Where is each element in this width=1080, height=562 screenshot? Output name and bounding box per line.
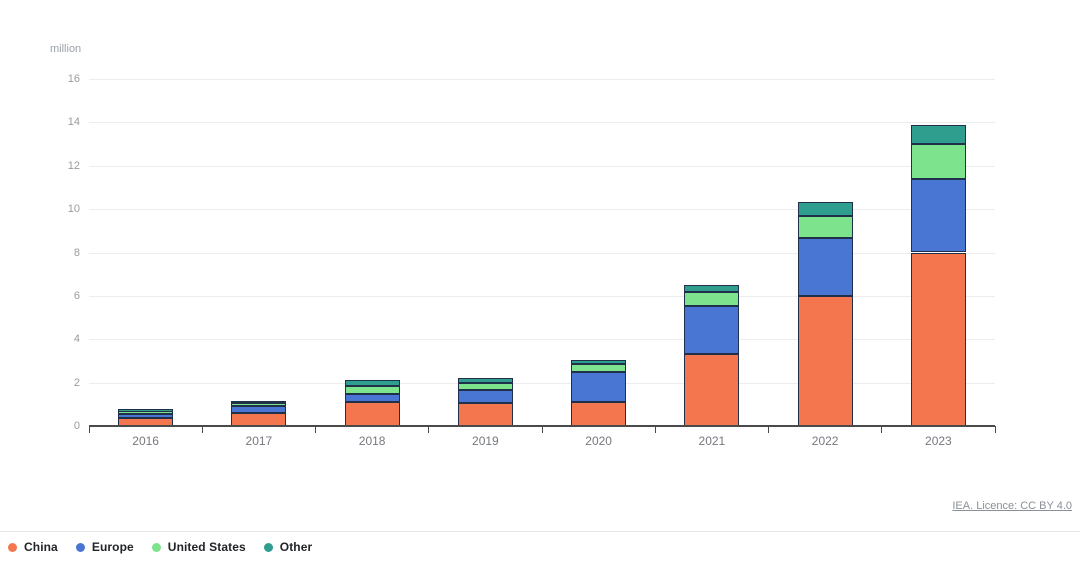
bar-segment-other-2022[interactable] xyxy=(797,201,853,217)
bar-segment-united-states-2016[interactable] xyxy=(118,410,174,415)
legend-dot-other xyxy=(263,542,273,552)
bar-segment-united-states-2019[interactable] xyxy=(457,383,513,390)
x-tick-label-2017: 2017 xyxy=(245,434,273,448)
x-tick-label-2022: 2022 xyxy=(811,434,839,448)
bar-segment-europe-2022[interactable] xyxy=(797,238,853,296)
bar-segment-europe-2017[interactable] xyxy=(231,406,287,413)
bar-segment-china-2017[interactable] xyxy=(231,412,287,426)
legend-item-china[interactable]: China xyxy=(8,540,58,554)
x-axis-tick xyxy=(768,426,769,433)
x-tick-label-2019: 2019 xyxy=(472,434,499,448)
bar-segment-europe-2016[interactable] xyxy=(118,414,174,419)
bar-segment-europe-2023[interactable] xyxy=(910,178,966,253)
x-tick-label-2016: 2016 xyxy=(132,434,159,448)
bar-segment-europe-2020[interactable] xyxy=(571,371,627,402)
bar-segment-europe-2019[interactable] xyxy=(457,389,513,404)
bar-segment-china-2022[interactable] xyxy=(797,295,853,426)
bar-segment-united-states-2020[interactable] xyxy=(571,364,627,372)
legend-item-europe[interactable]: Europe xyxy=(75,540,134,554)
legend-label-united-states: United States xyxy=(167,540,246,554)
x-axis-tick xyxy=(541,426,543,433)
gridline-12 xyxy=(89,165,995,167)
legend-label-other: Other xyxy=(279,540,313,554)
y-tick-label-8: 8 xyxy=(73,246,80,259)
y-tick-label-10: 10 xyxy=(67,203,80,216)
x-axis-tick xyxy=(201,426,203,433)
bar-segment-other-2021[interactable] xyxy=(684,285,740,292)
legend-dot-china xyxy=(8,542,17,552)
legend-item-united-states[interactable]: United States xyxy=(151,540,246,554)
bar-segment-europe-2021[interactable] xyxy=(684,305,740,355)
x-axis-tick xyxy=(88,426,90,433)
x-tick-label-2021: 2021 xyxy=(698,434,726,448)
bar-segment-europe-2018[interactable] xyxy=(344,393,400,403)
bar-segment-united-states-2017[interactable] xyxy=(231,402,287,407)
bar-segment-china-2023[interactable] xyxy=(910,252,966,426)
iea-licence-link[interactable]: IEA. Licence: CC BY 4.0 xyxy=(952,500,1072,512)
bar-segment-other-2016[interactable] xyxy=(118,409,174,411)
bar-segment-other-2018[interactable] xyxy=(344,380,400,386)
gridline-8 xyxy=(89,252,995,254)
bar-segment-other-2019[interactable] xyxy=(457,378,513,384)
y-tick-label-16: 16 xyxy=(67,73,80,85)
x-axis-tick xyxy=(315,426,316,433)
bar-segment-china-2018[interactable] xyxy=(344,402,400,426)
bar-segment-china-2016[interactable] xyxy=(118,418,174,426)
x-axis-line xyxy=(89,425,995,427)
y-tick-label-12: 12 xyxy=(67,159,80,172)
y-tick-label-2: 2 xyxy=(73,376,80,389)
gridline-10 xyxy=(89,209,995,211)
legend: China Europe United States Other xyxy=(8,540,312,554)
x-axis-tick xyxy=(428,426,430,433)
x-tick-label-2018: 2018 xyxy=(358,434,386,448)
gridline-16 xyxy=(89,79,995,80)
bar-segment-china-2020[interactable] xyxy=(571,401,627,426)
gridline-14 xyxy=(89,122,995,124)
bar-segment-china-2021[interactable] xyxy=(684,354,740,426)
bar-segment-other-2023[interactable] xyxy=(910,124,966,145)
x-axis-tick xyxy=(881,426,883,433)
bar-segment-united-states-2022[interactable] xyxy=(797,216,853,239)
legend-label-europe: Europe xyxy=(91,540,134,554)
gridline-6 xyxy=(89,295,995,297)
bar-segment-china-2019[interactable] xyxy=(457,403,513,426)
legend-dot-united-states xyxy=(151,542,161,552)
legend-dot-europe xyxy=(75,542,85,552)
plot-area: 0 2 4 6 8 10 12 14 16 2016 2017 2018 2019 2020 2021 202… xyxy=(68,73,996,448)
gridline-2 xyxy=(89,382,995,384)
x-axis-tick xyxy=(654,426,656,433)
x-tick-label-2020: 2020 xyxy=(585,434,612,448)
x-axis-tick xyxy=(994,426,996,433)
y-tick-label-14: 14 xyxy=(67,116,80,129)
gridline-4 xyxy=(89,339,995,341)
bar-segment-united-states-2018[interactable] xyxy=(344,385,400,394)
y-tick-label-6: 6 xyxy=(73,289,80,302)
legend-label-china: China xyxy=(24,540,58,554)
bar-segment-united-states-2023[interactable] xyxy=(910,144,966,179)
x-tick-label-2023: 2023 xyxy=(925,434,952,448)
bar-segment-other-2020[interactable] xyxy=(571,359,627,365)
y-tick-label-4: 4 xyxy=(73,333,80,346)
y-axis-unit-label: million xyxy=(50,43,82,55)
legend-item-other[interactable]: Other xyxy=(263,540,313,554)
legend-divider xyxy=(0,531,1080,532)
bar-segment-other-2017[interactable] xyxy=(231,400,287,403)
y-tick-label-0: 0 xyxy=(73,420,80,432)
bar-segment-united-states-2021[interactable] xyxy=(684,291,740,306)
